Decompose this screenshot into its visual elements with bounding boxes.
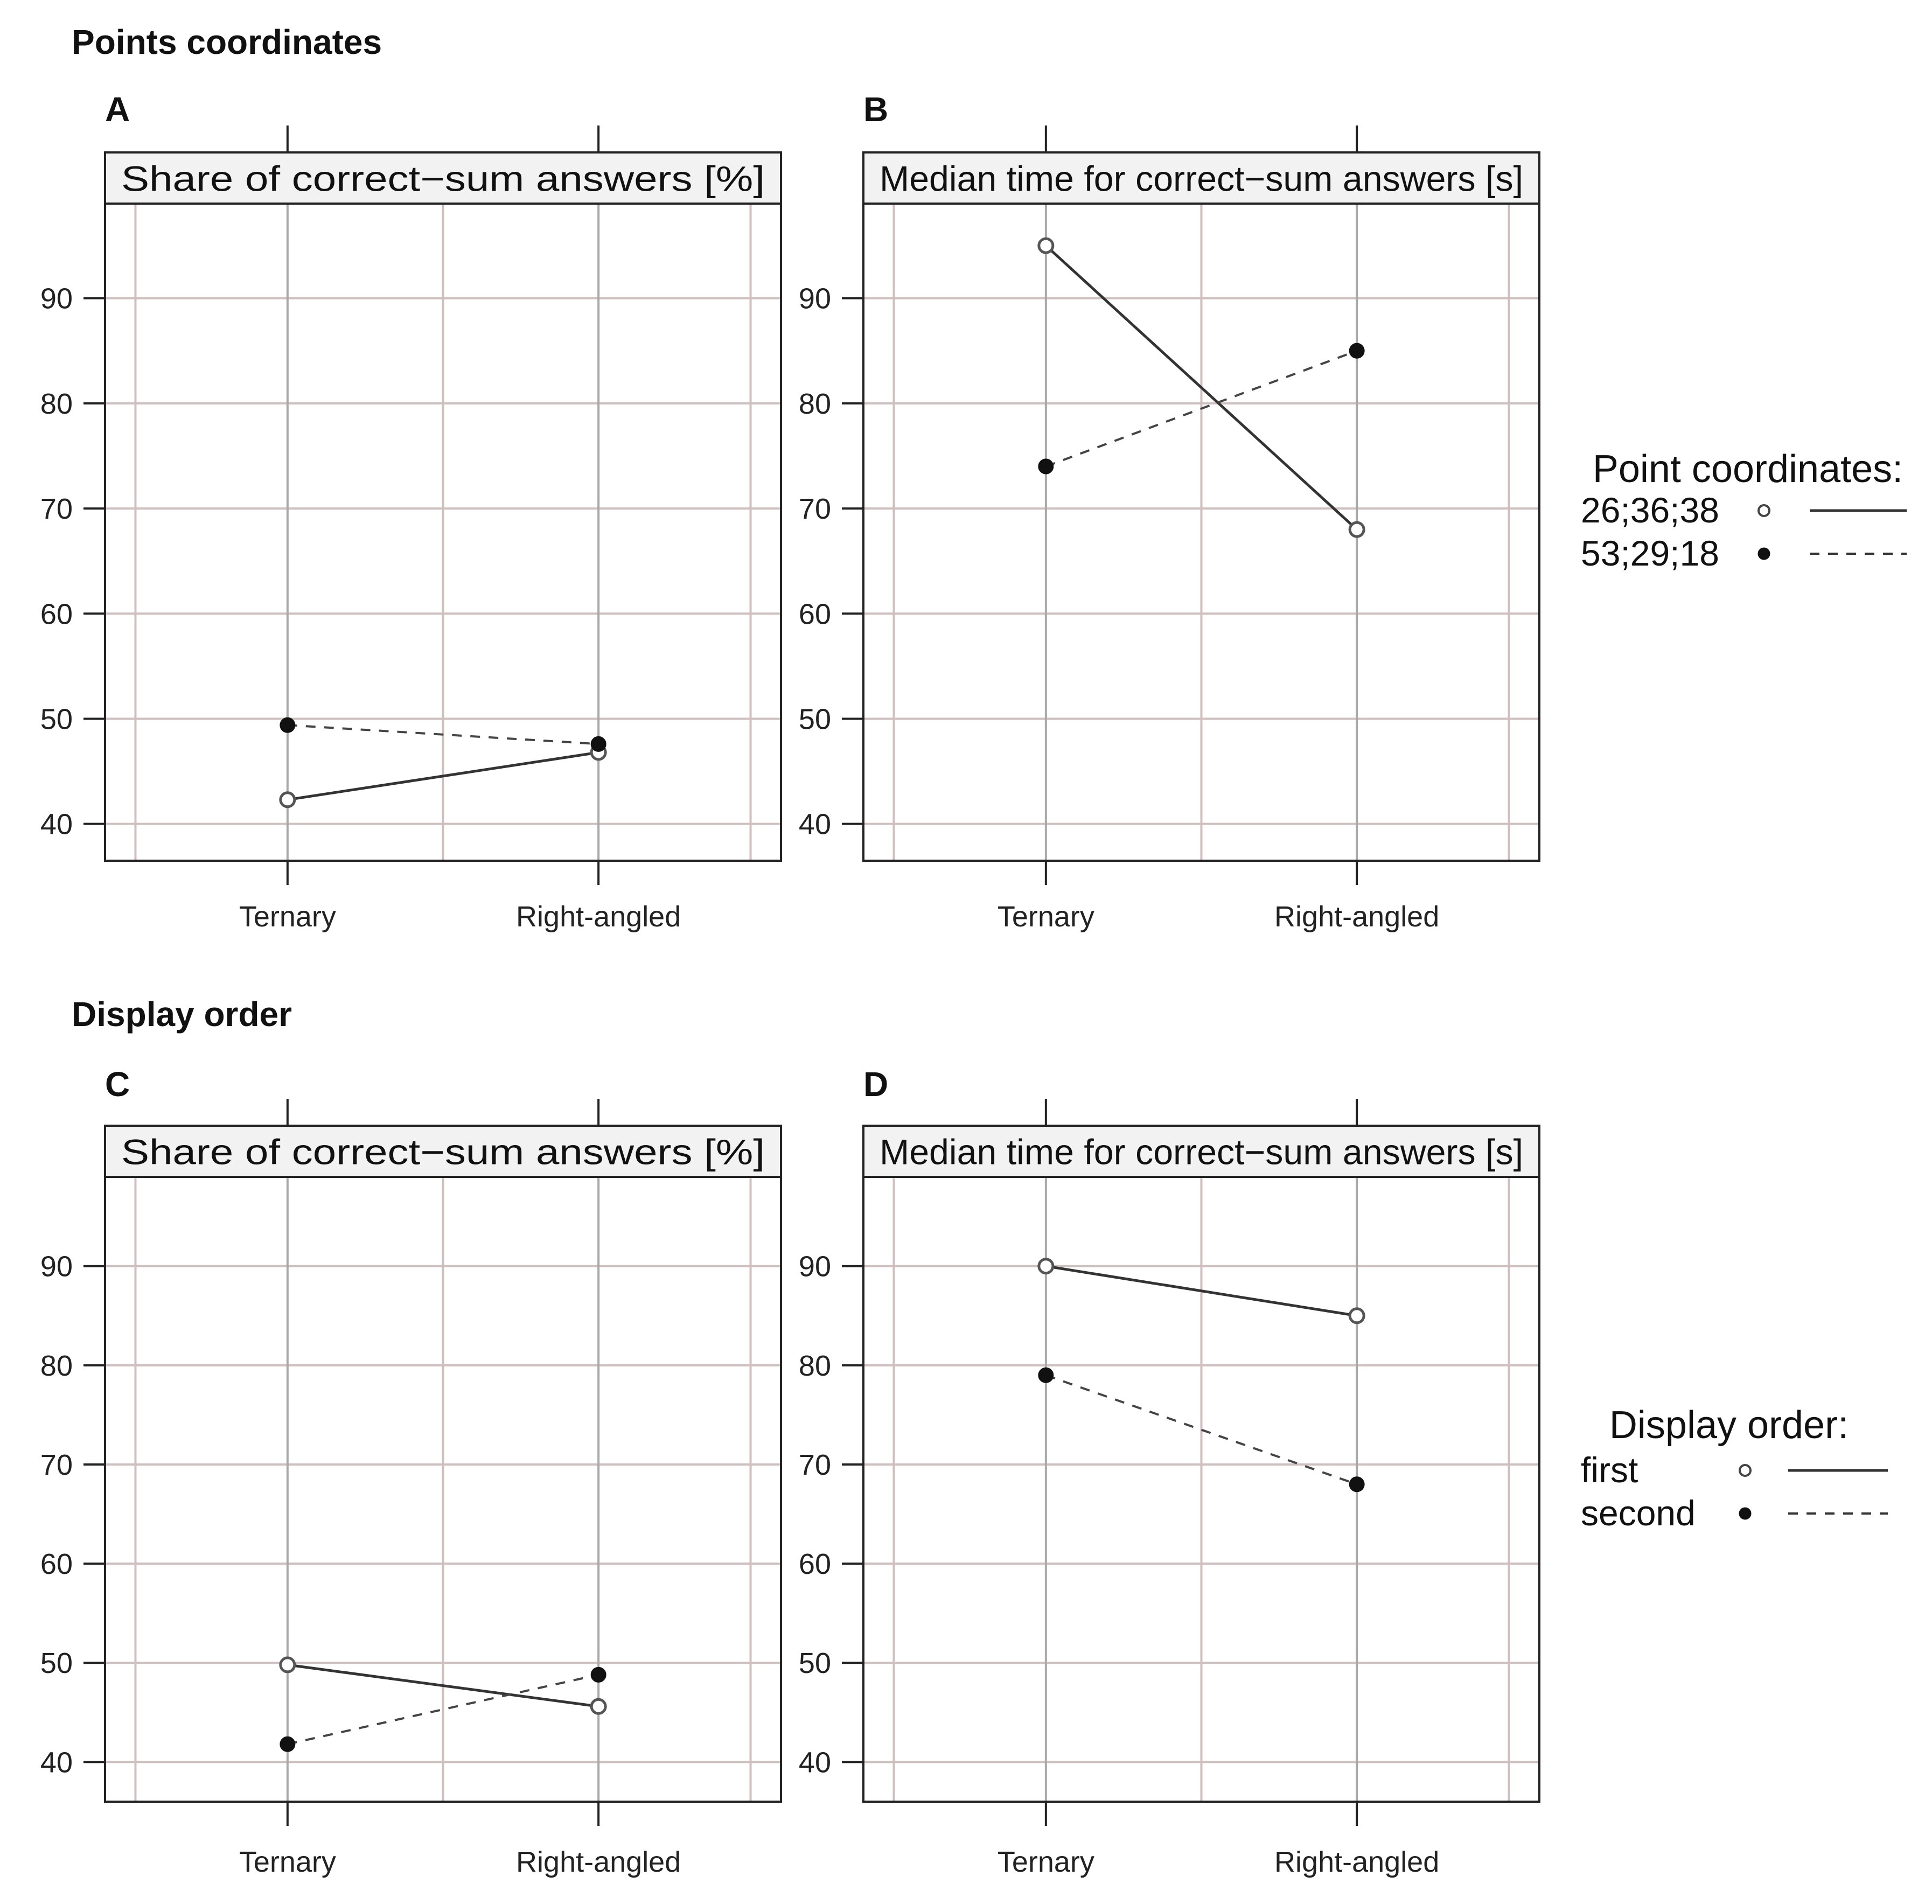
panel-letter: D xyxy=(863,1065,888,1104)
plot-frame xyxy=(104,1176,782,1803)
legend-marker-filled xyxy=(1739,1507,1752,1520)
y-tick-label: 50 xyxy=(40,703,73,735)
strip-background xyxy=(104,151,782,205)
data-point-filled xyxy=(590,736,606,752)
y-tick-label: 90 xyxy=(40,1251,73,1283)
series-line xyxy=(287,751,599,801)
y-tick-label: 40 xyxy=(799,1746,831,1779)
legend-label: 26;36;38 xyxy=(1581,490,1719,530)
panel-letter: A xyxy=(105,90,130,129)
y-tick-label: 50 xyxy=(40,1647,73,1679)
y-tick-label: 60 xyxy=(40,598,73,630)
y-tick-label: 80 xyxy=(799,1350,831,1382)
data-point-open xyxy=(1037,1258,1055,1275)
legend-title: Display order: xyxy=(1609,1404,1849,1447)
panel-title: Share of correct−sum answers [%] xyxy=(121,159,765,199)
data-point-open xyxy=(1037,237,1055,254)
legend-marker-open xyxy=(1757,504,1770,517)
y-tick-label: 40 xyxy=(799,808,831,841)
chart-panel-a: A Share of correct−sum answers [%] 40 50 60 7… xyxy=(40,90,782,933)
legend-label: 53;29;18 xyxy=(1581,533,1719,573)
section-title-points-coordinates: Points coordinates xyxy=(72,23,382,61)
y-tick-label: 90 xyxy=(40,283,73,315)
panel-title: Median time for correct−sum answers [s] xyxy=(880,159,1523,199)
y-tick-label: 80 xyxy=(40,388,73,420)
y-tick-label: 70 xyxy=(799,493,831,525)
y-tick-label: 80 xyxy=(799,388,831,420)
y-tick-label: 70 xyxy=(799,1449,831,1481)
series-line xyxy=(287,1663,599,1708)
section-title-display-order: Display order xyxy=(72,995,292,1034)
data-point-filled xyxy=(590,1666,606,1683)
y-tick-label: 40 xyxy=(40,808,73,841)
data-point-filled xyxy=(280,717,296,733)
y-tick-label: 70 xyxy=(40,1449,73,1481)
panel-letter: C xyxy=(105,1065,130,1104)
panels-container: A Share of correct−sum answers [%] 40 50 60 7… xyxy=(40,90,1540,1878)
y-tick-label: 60 xyxy=(40,1548,73,1580)
y-tick-label: 50 xyxy=(799,1647,831,1679)
y-tick-label: 70 xyxy=(40,493,73,525)
data-point-filled xyxy=(1349,343,1365,359)
panel-letter: B xyxy=(863,90,888,129)
data-point-open xyxy=(279,791,296,808)
x-tick-label: Ternary xyxy=(998,901,1094,933)
y-tick-label: 60 xyxy=(799,598,831,630)
y-tick-label: 80 xyxy=(40,1350,73,1382)
strip-background xyxy=(862,151,1540,205)
data-point-open xyxy=(279,1656,296,1673)
legend-marker-open xyxy=(1739,1464,1752,1477)
x-tick-label: Right-angled xyxy=(1274,901,1439,933)
x-tick-label: Ternary xyxy=(998,1846,1094,1878)
data-point-filled xyxy=(1038,1367,1054,1383)
y-tick-label: 40 xyxy=(40,1746,73,1779)
plot-frame xyxy=(104,203,782,862)
chart-panel-c: C Share of correct−sum answers [%] 40 50 60 7… xyxy=(40,1065,782,1878)
legend-title: Point coordinates: xyxy=(1593,448,1903,491)
y-tick-label: 50 xyxy=(799,703,831,735)
series-line xyxy=(287,724,599,745)
x-tick-label: Right-angled xyxy=(1274,1846,1439,1878)
series-line xyxy=(1045,1265,1357,1317)
plot-frame xyxy=(862,1176,1540,1803)
data-point-open xyxy=(1348,1307,1365,1324)
x-tick-label: Right-angled xyxy=(516,1846,681,1878)
x-tick-label: Ternary xyxy=(239,1846,336,1878)
y-tick-label: 90 xyxy=(799,1251,831,1283)
panel-title: Median time for correct−sum answers [s] xyxy=(880,1132,1523,1172)
data-point-open xyxy=(1348,521,1365,538)
legend-label: second xyxy=(1581,1493,1696,1533)
panel-title: Share of correct−sum answers [%] xyxy=(121,1132,765,1172)
y-tick-label: 60 xyxy=(799,1548,831,1580)
x-tick-label: Ternary xyxy=(239,901,336,933)
data-point-filled xyxy=(1349,1476,1365,1492)
y-tick-label: 90 xyxy=(799,283,831,315)
x-tick-label: Right-angled xyxy=(516,901,681,933)
chart-panel-d: D Median time for correct−sum answers [s]… xyxy=(799,1065,1540,1878)
plot-frame xyxy=(862,203,1540,862)
series-line xyxy=(1045,350,1357,468)
series-line xyxy=(1045,245,1358,531)
data-point-filled xyxy=(1038,458,1054,475)
series-line xyxy=(287,1673,599,1746)
legend-label: first xyxy=(1581,1450,1638,1490)
data-point-filled xyxy=(280,1736,296,1752)
chart-panel-b: B Median time for correct−sum answers [s]… xyxy=(799,90,1540,933)
strip-background xyxy=(862,1125,1540,1178)
data-point-open xyxy=(590,1698,607,1715)
legend-marker-filled xyxy=(1757,547,1770,560)
